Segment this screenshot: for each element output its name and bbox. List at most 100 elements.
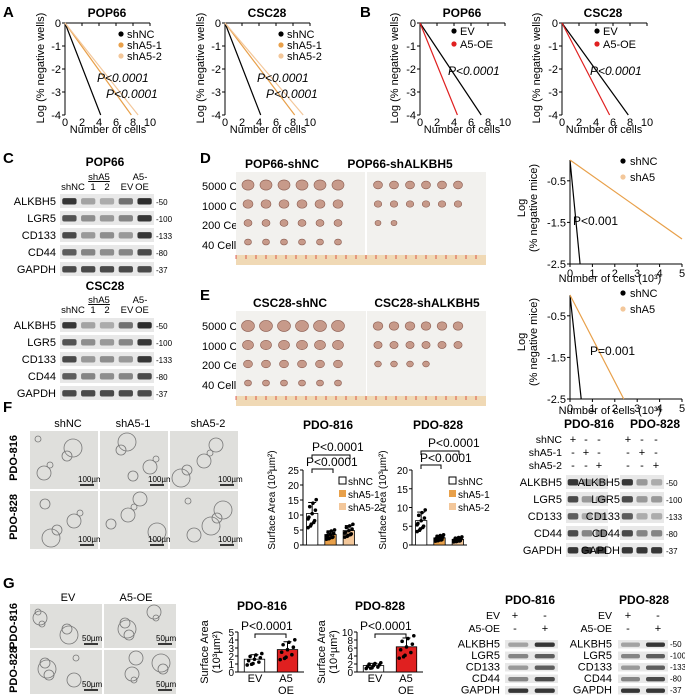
- data-point: [330, 535, 334, 540]
- mw-label: -80: [156, 249, 168, 258]
- organoid: [32, 610, 48, 626]
- blot-strip: [505, 640, 558, 649]
- p-value: P<0.0001: [420, 451, 472, 465]
- mw-label: -80: [156, 373, 168, 382]
- tumor: [406, 360, 414, 368]
- band: [508, 653, 529, 659]
- series-line: [419, 22, 482, 116]
- x-tick: A5: [399, 673, 412, 685]
- sign-mark: -: [626, 447, 630, 459]
- p-value: P<0.0001: [266, 87, 318, 101]
- band: [534, 642, 555, 647]
- data-point: [282, 656, 287, 661]
- sig-bracket: [311, 454, 351, 459]
- y-axis-label: (10⁴µm²): [328, 630, 340, 673]
- x-tick-label: 4: [451, 117, 457, 129]
- y-tick-label: -2: [211, 64, 221, 76]
- legend-marker: [338, 476, 347, 485]
- x-tick-label: 6: [468, 117, 474, 129]
- data-point: [404, 645, 409, 649]
- chart-plot: 0 5 10 15 20: [397, 450, 467, 552]
- band: [651, 496, 663, 503]
- y-tick-label: 0: [410, 18, 416, 30]
- scale-label: 50µm: [82, 634, 103, 643]
- data-point: [258, 656, 263, 660]
- tumor: [420, 321, 432, 331]
- organoid: [128, 650, 144, 666]
- tumor: [334, 379, 342, 387]
- legend-entry: A5-OE: [460, 39, 493, 51]
- panel-d: POP66-shNC POP66-shALKBH5 5000 Cells 100…: [202, 156, 685, 285]
- data-point: [328, 532, 333, 537]
- legend-marker: [620, 158, 626, 164]
- y-axis-label: Surface Area (10³µm²): [378, 450, 389, 549]
- band: [581, 479, 593, 486]
- y-tick-label: 0: [552, 18, 558, 30]
- band: [508, 642, 529, 647]
- panel-label-g: G: [3, 575, 15, 592]
- series-line: [224, 22, 262, 116]
- data-point: [344, 525, 349, 530]
- y-tick-label: 4: [228, 636, 234, 647]
- y-tick-label: -4: [211, 110, 221, 122]
- tumor: [313, 320, 327, 332]
- micrograph: [100, 431, 168, 489]
- blot-title: POP66: [86, 155, 125, 169]
- row-label: PDO-816: [8, 603, 20, 649]
- data-point: [342, 531, 347, 535]
- organoid: [117, 619, 137, 639]
- blot-strip: [618, 651, 668, 660]
- band: [508, 676, 529, 682]
- data-point: [290, 652, 294, 657]
- tumor: [297, 359, 307, 369]
- organoid: [36, 465, 52, 481]
- data-point: [252, 657, 257, 662]
- organoid: [142, 459, 158, 475]
- protein-label: GAPDH: [17, 264, 56, 276]
- organoid: [124, 666, 140, 682]
- data-point: [456, 535, 461, 540]
- data-point: [246, 658, 251, 663]
- sign-mark: +: [596, 460, 602, 472]
- band: [581, 547, 593, 554]
- mw-label: -37: [670, 686, 682, 695]
- band: [508, 688, 529, 693]
- y-tick-label: 1: [228, 660, 234, 671]
- band: [595, 530, 607, 537]
- p-value: P<0.0001: [97, 71, 149, 85]
- row-label: shNC: [536, 434, 563, 446]
- scale-label: 100µm: [218, 535, 243, 544]
- tumor: [437, 180, 447, 190]
- tumor: [242, 199, 254, 209]
- organoid: [120, 507, 136, 523]
- y-tick-label: -0.5: [547, 176, 566, 188]
- mw-label: -80: [670, 675, 682, 684]
- sign-mark: +: [625, 434, 631, 446]
- legend-entry: shA5-1: [287, 40, 322, 52]
- y-axis-label: Log: [516, 333, 528, 351]
- data-point: [409, 650, 413, 655]
- protein-label: CD133: [528, 511, 562, 523]
- micrograph: [104, 604, 176, 648]
- column-label: A5-OE: [119, 592, 152, 604]
- band: [581, 513, 593, 520]
- organoid: [201, 516, 221, 536]
- tumor: [452, 321, 464, 331]
- x-tick-label: 10: [144, 117, 156, 129]
- band: [595, 513, 607, 520]
- x-tick-label: 10: [499, 117, 511, 129]
- tumor: [404, 321, 416, 331]
- data-point: [285, 647, 290, 652]
- y-axis-label: Log (% negative wells): [195, 13, 207, 124]
- y-tick-label: -1: [548, 41, 558, 53]
- x-tick-label: 6: [113, 117, 119, 129]
- data-point: [314, 497, 319, 502]
- organoid: [46, 461, 54, 469]
- x-tick-label: 8: [130, 117, 136, 129]
- lane-label: EV: [121, 182, 134, 193]
- band: [621, 676, 640, 682]
- chart-title: CSC28: [248, 6, 287, 20]
- band: [99, 373, 115, 380]
- data-point: [423, 508, 428, 512]
